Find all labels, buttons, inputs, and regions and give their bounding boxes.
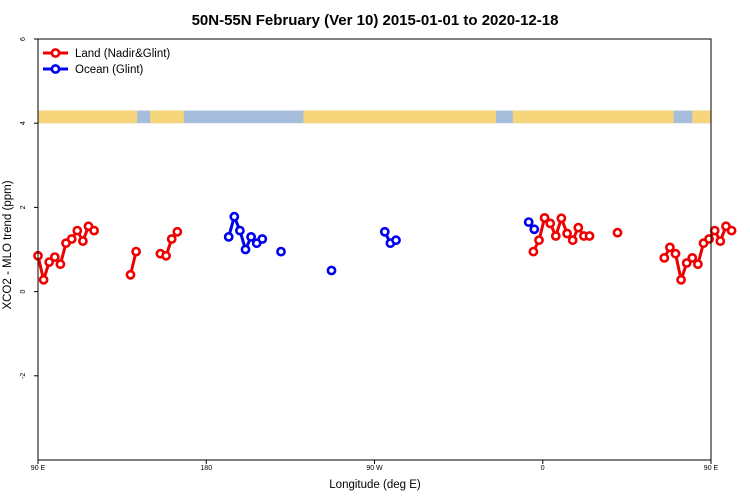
x-tick-label: 90 E [704, 465, 719, 472]
data-point [665, 242, 675, 253]
land-band-segment [150, 110, 184, 124]
data-point [556, 213, 567, 224]
legend-swatch-marker [50, 48, 61, 58]
data-point [584, 231, 595, 241]
data-point [326, 265, 337, 276]
data-point [726, 225, 737, 236]
land-band-segment [512, 110, 674, 124]
data-point [72, 225, 83, 236]
data-point [131, 246, 141, 257]
data-point [38, 274, 49, 285]
data-point [567, 235, 578, 246]
data-point [715, 236, 726, 246]
data-point [240, 244, 251, 255]
data-point [704, 234, 714, 244]
y-axis-label: XCO2 - MLO trend (ppm) [2, 180, 14, 309]
data-series [33, 211, 737, 285]
data-point [234, 225, 245, 236]
data-point [391, 235, 401, 246]
x-tick-label: 0 [541, 465, 545, 472]
x-axis: 90 E 180 90 W 0 90 E [31, 460, 719, 472]
data-point [55, 259, 66, 270]
data-point [539, 212, 550, 223]
data-point [523, 217, 534, 227]
data-point [659, 252, 670, 263]
data-point [545, 218, 556, 229]
data-point [612, 227, 623, 238]
data-point [172, 226, 183, 237]
data-point [687, 252, 698, 263]
y-tick-label: -2 [20, 373, 27, 379]
data-point [534, 235, 544, 246]
land-band-segment [692, 110, 711, 124]
legend: Land (Nadir&Glint) Ocean (Glint) [43, 48, 170, 76]
data-point [529, 224, 540, 235]
y-tick-label: 0 [20, 290, 27, 294]
legend-label: Ocean (Glint) [75, 64, 144, 76]
data-point [78, 236, 88, 246]
data-point [161, 250, 171, 261]
data-point [66, 234, 77, 244]
land-band-segment [303, 110, 497, 124]
data-point [528, 246, 539, 257]
data-point [670, 248, 681, 259]
chart-title: 50N-55N February (Ver 10) 2015-01-01 to … [192, 12, 559, 29]
data-point [125, 269, 136, 280]
data-point [223, 231, 234, 242]
data-point [573, 222, 584, 233]
x-tick-label: 90 E [31, 465, 46, 472]
series-ocean [223, 211, 540, 276]
land-mask-band [38, 110, 711, 124]
data-point [257, 234, 268, 244]
series-land [33, 212, 737, 285]
data-point [550, 231, 561, 241]
data-point [166, 234, 177, 244]
data-point [562, 228, 572, 239]
legend-label: Land (Nadir&Glint) [75, 48, 170, 60]
y-tick-label: 2 [20, 205, 27, 209]
data-point [693, 259, 703, 270]
data-point [681, 258, 692, 268]
legend-swatch-marker [50, 64, 61, 74]
data-point [246, 231, 256, 242]
data-point [44, 257, 55, 267]
x-axis-label: Longitude (deg E) [329, 479, 421, 491]
data-point [89, 225, 99, 236]
x-tick-label: 90 W [366, 465, 383, 472]
land-band-segment [38, 110, 138, 124]
data-point [379, 226, 390, 237]
data-point [229, 211, 240, 222]
y-axis: -2 0 2 4 6 [20, 37, 38, 379]
y-tick-label: 4 [20, 121, 27, 125]
data-point [709, 225, 720, 236]
series-line [36, 224, 96, 282]
data-point [676, 274, 686, 285]
data-point [276, 246, 286, 257]
y-tick-label: 6 [20, 37, 27, 41]
x-tick-label: 180 [200, 465, 212, 472]
data-point [49, 252, 60, 262]
